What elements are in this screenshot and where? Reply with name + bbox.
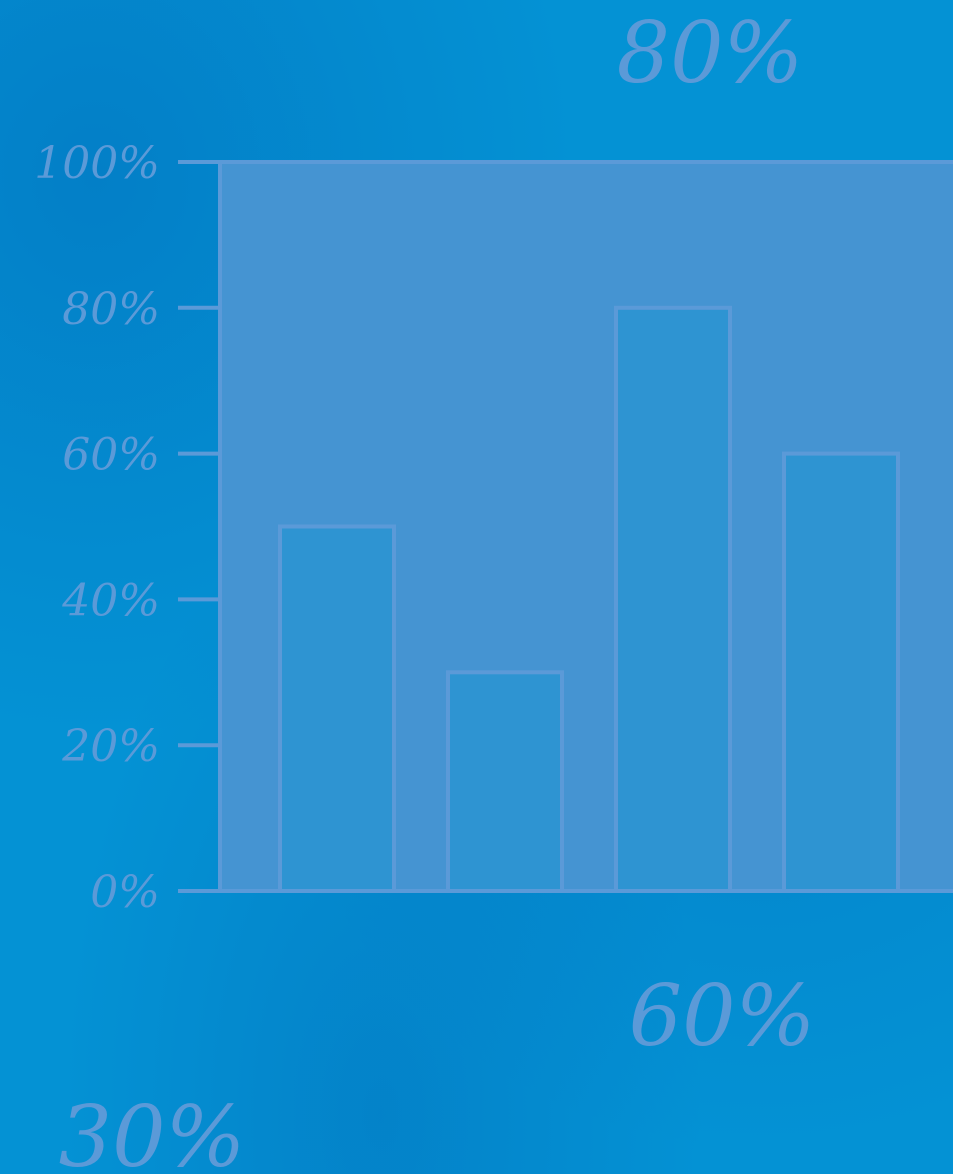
y-tick-label-0: 0% [90,867,160,918]
float-label-bottom: 30% [59,1088,246,1174]
float-label-middle: 60% [629,967,816,1065]
y-tick-label-4: 80% [62,284,160,335]
y-axis: 0% 20% 40% 60% 80% 100% [34,138,953,918]
bar-1 [278,524,396,893]
bar-2 [446,670,564,893]
bar-3 [614,305,732,893]
bar-4 [782,451,900,893]
float-label-top: 80% [617,4,804,102]
y-tick-label-5: 100% [34,138,160,189]
y-tick-label-2: 40% [61,575,160,626]
y-tick-label-1: 20% [61,721,160,772]
y-tick-label-3: 60% [62,430,160,481]
